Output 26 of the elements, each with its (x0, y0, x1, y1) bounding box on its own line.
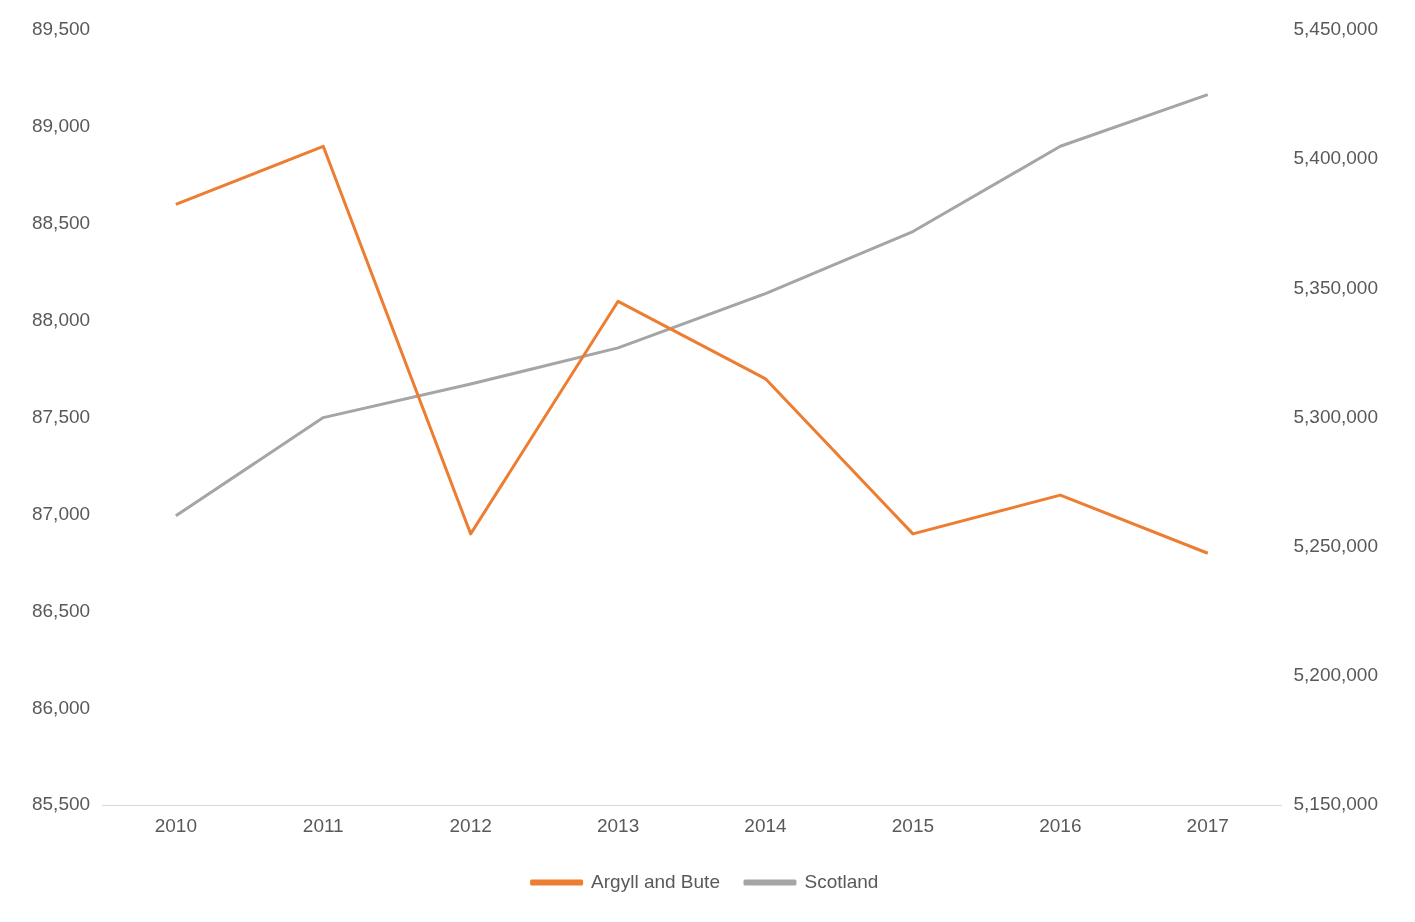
y2-tick-label: 5,150,000 (1293, 793, 1379, 815)
y2-tick-label: 5,200,000 (1293, 664, 1379, 686)
legend-label: Scotland (804, 870, 879, 892)
x-tick-label: 2015 (891, 814, 935, 836)
x-tick-label: 2014 (744, 814, 788, 836)
y-tick-label: 86,500 (31, 599, 91, 621)
x-tick-label: 2010 (154, 814, 197, 836)
legend-label: Argyll and Bute (591, 870, 720, 892)
y-tick-label: 87,000 (31, 502, 91, 524)
y-tick-label: 87,500 (31, 405, 91, 427)
y-tick-label: 85,500 (31, 793, 91, 815)
y-tick-label: 88,000 (31, 308, 91, 330)
y-tick-label: 86,000 (31, 696, 91, 718)
x-tick-label: 2011 (302, 814, 344, 836)
x-tick-label: 2016 (1039, 814, 1082, 836)
x-tick-label: 2012 (449, 814, 492, 836)
y2-tick-label: 5,300,000 (1293, 405, 1379, 427)
y2-tick-label: 5,450,000 (1293, 18, 1379, 40)
y2-tick-label: 5,350,000 (1293, 276, 1379, 298)
x-tick-label: 2013 (596, 814, 640, 836)
y-tick-label: 89,500 (31, 18, 91, 40)
y2-tick-label: 5,250,000 (1293, 535, 1379, 557)
y-tick-label: 88,500 (31, 212, 91, 234)
y2-tick-label: 5,400,000 (1293, 147, 1379, 169)
x-tick-label: 2017 (1186, 814, 1229, 836)
y-tick-label: 89,000 (31, 115, 91, 137)
